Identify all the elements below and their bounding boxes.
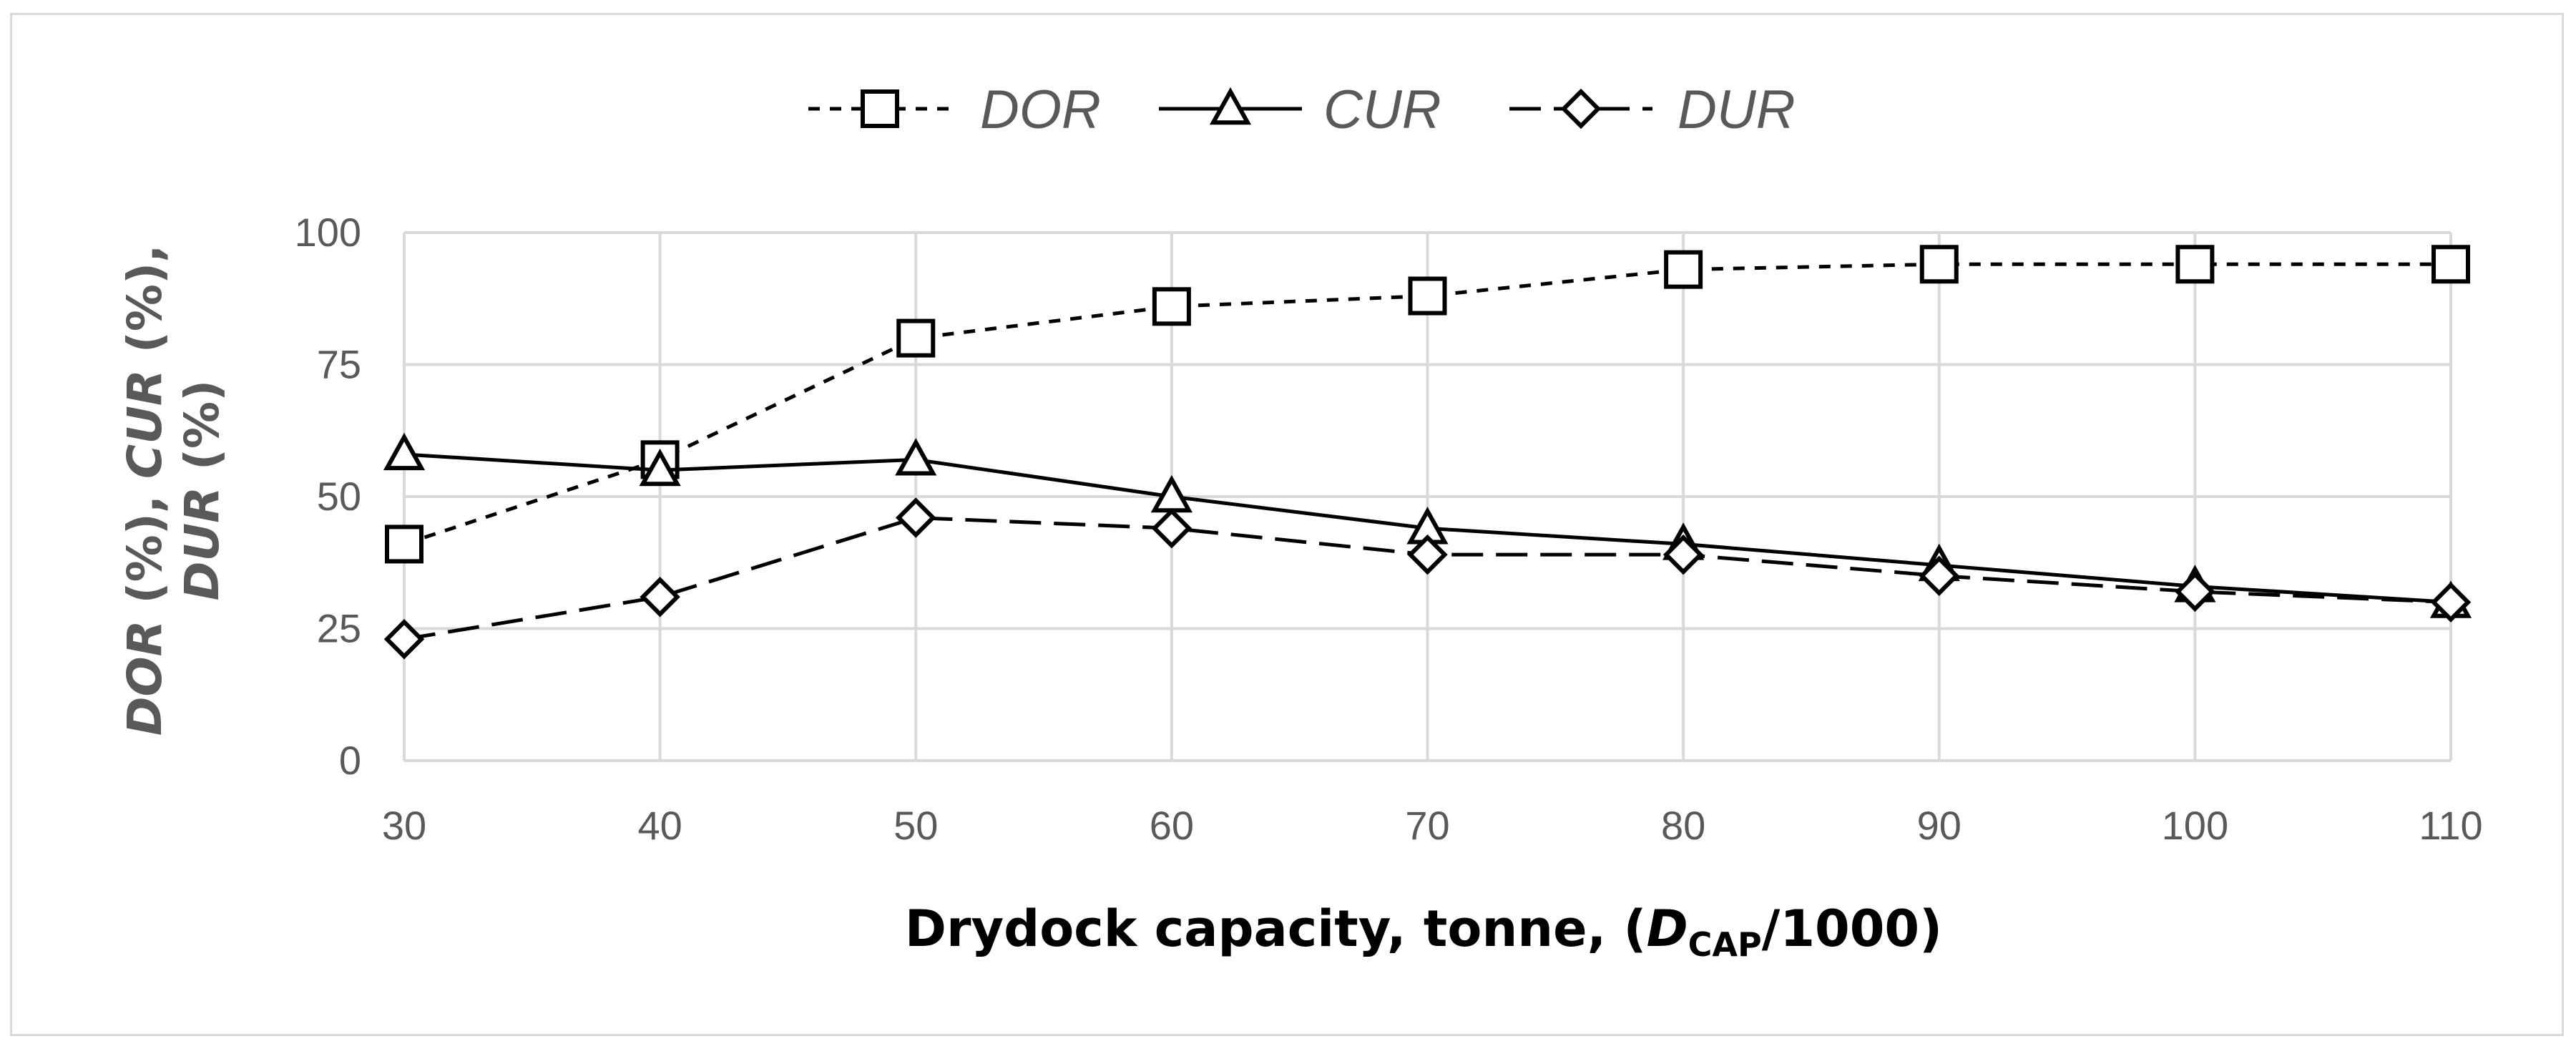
y-axis-label-line2: DUR (%) (175, 380, 230, 601)
data-point-dor (1408, 276, 1447, 316)
y-tick-label: 25 (317, 606, 361, 651)
x-tick-label: 110 (2419, 803, 2482, 848)
data-point-dor (2431, 245, 2470, 284)
data-point-cur (383, 432, 426, 471)
legend-label-cur: CUR (1323, 79, 1441, 140)
series-group (383, 245, 2472, 660)
data-point-cur (639, 448, 681, 487)
data-point-dor (1152, 287, 1191, 326)
legend-marker-dor (861, 89, 899, 128)
data-point-dur (1919, 555, 1959, 596)
series-dur (383, 497, 2472, 660)
y-tick-label: 100 (295, 210, 361, 255)
data-point-dur (896, 497, 936, 538)
axis-labels: 0 25 50 75 100 30 40 50 60 70 80 90 100 110 Drydock ca… (117, 210, 2483, 964)
x-tick-label: 50 (893, 803, 938, 848)
data-point-dor (896, 318, 936, 358)
x-tick-label: 70 (1405, 803, 1449, 848)
legend-marker-dur (1560, 88, 1602, 130)
data-point-dur (1151, 508, 1192, 549)
chart-frame (10, 13, 2564, 1036)
data-point-dur (1407, 534, 1448, 575)
data-point-dor (2175, 245, 2215, 284)
x-tick-label: 40 (637, 803, 682, 848)
x-tick-label: 30 (382, 803, 426, 848)
y-tick-label: 50 (317, 474, 361, 519)
x-tick-label: 90 (1917, 803, 1962, 848)
data-point-dur (2175, 571, 2215, 613)
grid (403, 231, 2452, 762)
y-axis-label-line1: DOR (%), CUR (%), (117, 245, 172, 736)
data-point-dor (1919, 245, 1959, 284)
data-point-cur (895, 438, 937, 476)
legend-label-dur: DUR (1678, 79, 1796, 140)
x-axis-label: Drydock capacity, tonne, (DCAP/1000) (905, 899, 1942, 964)
legend-item-dur: DUR (1509, 79, 1796, 140)
x-tick-label: 100 (2162, 803, 2228, 848)
legend-item-dor: DOR (808, 79, 1101, 140)
legend-label-dor: DOR (980, 79, 1101, 140)
legend-marker-cur (1209, 87, 1252, 125)
legend: DOR CUR DUR (808, 79, 1796, 140)
data-point-dur (640, 576, 680, 618)
data-point-dur (1662, 534, 1704, 575)
data-point-dor (385, 524, 423, 564)
data-point-dor (1664, 250, 1703, 289)
legend-item-cur: CUR (1159, 79, 1441, 140)
y-tick-label: 0 (339, 738, 361, 783)
data-point-dur (383, 619, 425, 660)
series-dor (385, 245, 2470, 564)
data-point-dur (2430, 582, 2472, 623)
x-tick-label: 80 (1661, 803, 1705, 848)
x-tick-label: 60 (1150, 803, 1194, 848)
y-axis-label: DOR (%), CUR (%),DUR (%) (117, 245, 230, 736)
y-tick-label: 75 (317, 342, 361, 387)
